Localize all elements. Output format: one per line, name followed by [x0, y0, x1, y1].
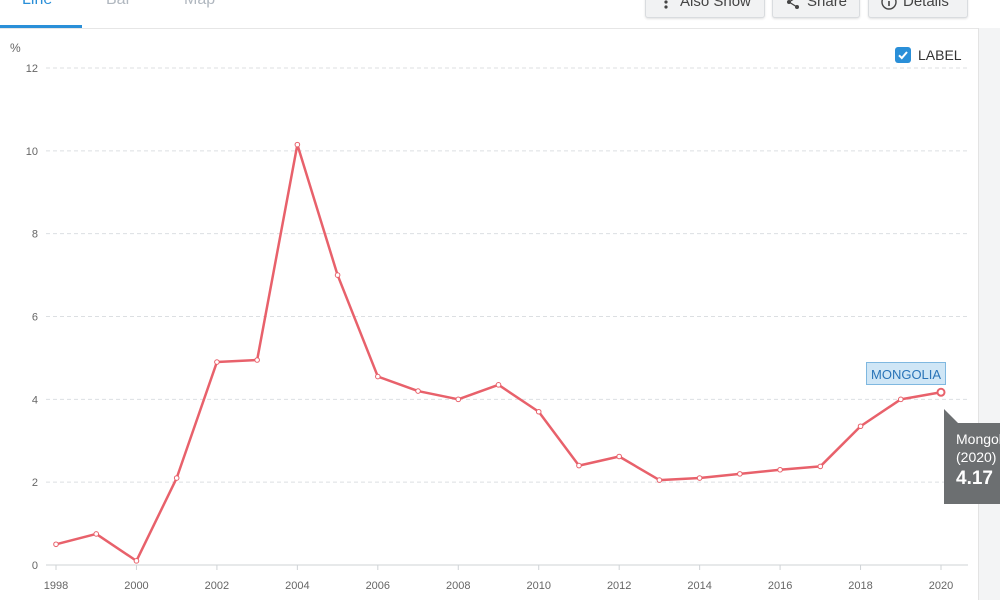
x-tick-label: 2018	[848, 580, 872, 592]
x-tick-label: 2008	[446, 580, 470, 592]
data-point[interactable]	[656, 477, 663, 483]
data-tooltip: Mongolia (2020) 4.17	[944, 409, 1000, 504]
data-point[interactable]	[535, 408, 542, 415]
y-tick-label: 10	[26, 146, 38, 158]
data-point[interactable]	[294, 141, 301, 148]
x-tick-label: 2020	[929, 580, 953, 592]
data-point[interactable]	[93, 531, 100, 537]
data-point[interactable]	[254, 357, 260, 363]
data-point[interactable]	[334, 272, 341, 278]
data-point[interactable]	[576, 462, 582, 469]
data-point[interactable]	[857, 423, 864, 430]
details-button[interactable]: Details	[868, 0, 968, 18]
data-point[interactable]	[696, 475, 703, 481]
x-tick-label: 2010	[526, 580, 550, 592]
tooltip-year: (2020)	[956, 449, 997, 465]
tooltip-country: Mongolia	[956, 431, 1000, 447]
data-point[interactable]	[495, 382, 502, 388]
data-point[interactable]	[133, 558, 140, 564]
series-label: MONGOLIA	[866, 362, 947, 385]
x-tick-label: 2006	[366, 580, 390, 592]
data-point[interactable]	[375, 373, 381, 380]
also-show-label: Also Show	[680, 0, 751, 10]
data-point-highlighted[interactable]	[936, 387, 946, 397]
tab-bar[interactable]: Bar	[106, 0, 131, 18]
also-show-button[interactable]: Also Show	[645, 0, 765, 18]
label-toggle-text: LABEL	[918, 47, 962, 63]
view-toolbar: Line Bar Map Also Show Share Details	[0, 0, 1000, 29]
gridlines	[46, 67, 968, 566]
info-icon	[881, 0, 897, 10]
series-line	[55, 143, 942, 563]
data-point[interactable]	[455, 396, 462, 403]
y-tick-label: 8	[32, 229, 38, 241]
data-point[interactable]	[897, 396, 904, 403]
x-tick-label: 2012	[607, 580, 631, 592]
data-point[interactable]	[737, 471, 743, 477]
share-icon	[787, 0, 799, 9]
checkmark-icon	[898, 51, 908, 60]
y-tick-label: 2	[32, 477, 38, 489]
tab-map[interactable]: Map	[184, 0, 215, 18]
data-point[interactable]	[777, 466, 783, 473]
x-tick-label: 2000	[124, 580, 148, 592]
details-label: Details	[903, 0, 949, 10]
tab-line[interactable]: Line	[22, 0, 52, 18]
data-point[interactable]	[53, 541, 59, 548]
x-axis-ticks: 1998 2000 2002 2004 2006 2008 2010 2012 2014 2016…	[44, 565, 953, 592]
data-point[interactable]	[817, 463, 824, 470]
y-tick-label: 12	[26, 63, 38, 75]
y-tick-label: 4	[32, 394, 38, 406]
more-vertical-icon	[664, 0, 668, 9]
x-tick-label: 2016	[768, 580, 792, 592]
x-tick-label: 2004	[285, 580, 309, 592]
data-point[interactable]	[415, 388, 421, 394]
x-tick-label: 2002	[205, 580, 229, 592]
active-tab-indicator	[0, 25, 82, 28]
y-tick-label: 0	[32, 560, 38, 572]
tooltip-value: 4.17	[956, 468, 993, 489]
data-point[interactable]	[214, 359, 220, 365]
x-tick-label: 2014	[687, 580, 711, 592]
label-checkbox[interactable]	[895, 47, 911, 63]
y-axis-ticks: 0 2 4 6 8 10 12	[26, 63, 38, 572]
data-point[interactable]	[173, 475, 180, 481]
share-button[interactable]: Share	[772, 0, 860, 18]
data-point[interactable]	[616, 453, 622, 460]
series-mongolia	[53, 141, 946, 564]
y-tick-label: 6	[32, 312, 38, 324]
share-label: Share	[807, 0, 848, 10]
y-axis-label: %	[10, 41, 21, 55]
x-tick-label: 1998	[44, 580, 68, 592]
